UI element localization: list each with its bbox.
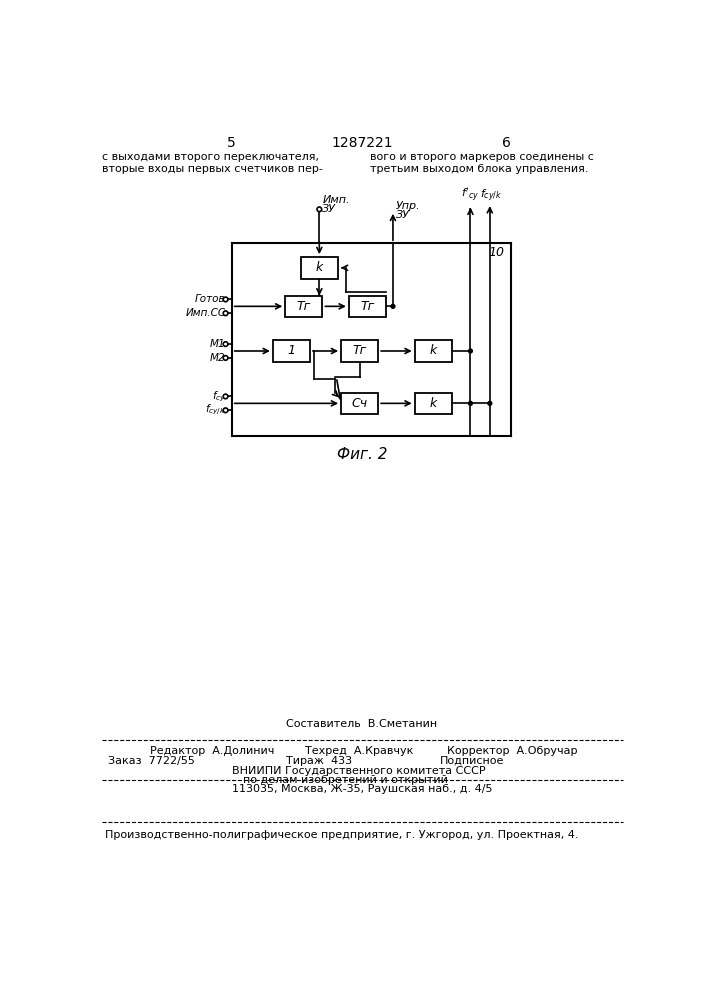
Circle shape <box>223 356 228 360</box>
Text: третьим выходом блока управления.: третьим выходом блока управления. <box>370 164 588 174</box>
Text: k: k <box>430 397 437 410</box>
Text: Техред  А.Кравчук: Техред А.Кравчук <box>305 746 414 756</box>
Text: Составитель  В.Сметанин: Составитель В.Сметанин <box>286 719 438 729</box>
Circle shape <box>223 408 228 413</box>
Text: 1: 1 <box>288 344 296 358</box>
Text: по делам изобретений и открытий: по делам изобретений и открытий <box>243 775 448 785</box>
Text: Тг: Тг <box>353 344 367 358</box>
Text: k: k <box>430 344 437 358</box>
Text: Имп.СС: Имп.СС <box>185 308 226 318</box>
Text: М1: М1 <box>210 339 226 349</box>
Text: $f_{cy/k}$: $f_{cy/k}$ <box>479 187 502 204</box>
Text: Тираж  433: Тираж 433 <box>286 756 352 766</box>
Bar <box>341 393 378 414</box>
Text: Сч: Сч <box>351 397 368 410</box>
Circle shape <box>223 342 228 346</box>
Bar <box>300 257 338 279</box>
Text: М2: М2 <box>210 353 226 363</box>
Text: 1287221: 1287221 <box>331 136 393 150</box>
Text: 6: 6 <box>503 136 511 150</box>
Text: 113035, Москва, Ж-35, Раушская наб., д. 4/5: 113035, Москва, Ж-35, Раушская наб., д. … <box>232 784 492 794</box>
Bar <box>349 296 386 317</box>
Circle shape <box>223 311 228 316</box>
Text: с выходами второго переключателя,: с выходами второго переключателя, <box>103 152 320 162</box>
Text: Заказ  7722/55: Заказ 7722/55 <box>107 756 194 766</box>
Bar <box>414 393 452 414</box>
Circle shape <box>469 401 472 405</box>
Text: Тг: Тг <box>361 300 375 313</box>
Circle shape <box>317 207 322 212</box>
Text: 5: 5 <box>228 136 236 150</box>
Text: Тг: Тг <box>297 300 311 313</box>
Text: ВНИИПИ Государственного комитета СССР: ВНИИПИ Государственного комитета СССР <box>232 766 486 776</box>
Text: Подписное: Подписное <box>440 756 504 766</box>
Text: ЗУ: ЗУ <box>322 204 337 214</box>
Text: $f'_{cy}$: $f'_{cy}$ <box>460 187 479 204</box>
Circle shape <box>391 304 395 308</box>
Text: Корректор  А.Обручар: Корректор А.Обручар <box>448 746 578 756</box>
Bar <box>273 340 310 362</box>
Text: Редактор  А.Долинич: Редактор А.Долинич <box>151 746 275 756</box>
Text: вторые входы первых счетчиков пер-: вторые входы первых счетчиков пер- <box>103 164 323 174</box>
Circle shape <box>488 401 492 405</box>
Text: Имп.: Имп. <box>322 195 350 205</box>
Bar <box>285 296 322 317</box>
Text: $f_{cy}$: $f_{cy}$ <box>211 389 226 404</box>
Bar <box>414 340 452 362</box>
Text: Готов: Готов <box>195 294 226 304</box>
Text: ЗУ: ЗУ <box>396 210 410 220</box>
Text: 10: 10 <box>488 246 504 259</box>
Text: Фиг. 2: Фиг. 2 <box>337 447 387 462</box>
Text: Производственно-полиграфическое предприятие, г. Ужгород, ул. Проектная, 4.: Производственно-полиграфическое предприя… <box>105 830 579 840</box>
Circle shape <box>469 349 472 353</box>
Text: вого и второго маркеров соединены с: вого и второго маркеров соединены с <box>370 152 594 162</box>
Text: k: k <box>316 261 323 274</box>
Text: Упр.: Упр. <box>396 201 421 211</box>
Circle shape <box>223 394 228 399</box>
Circle shape <box>223 297 228 302</box>
Text: $f_{cy/k}$: $f_{cy/k}$ <box>205 403 226 417</box>
Bar <box>341 340 378 362</box>
